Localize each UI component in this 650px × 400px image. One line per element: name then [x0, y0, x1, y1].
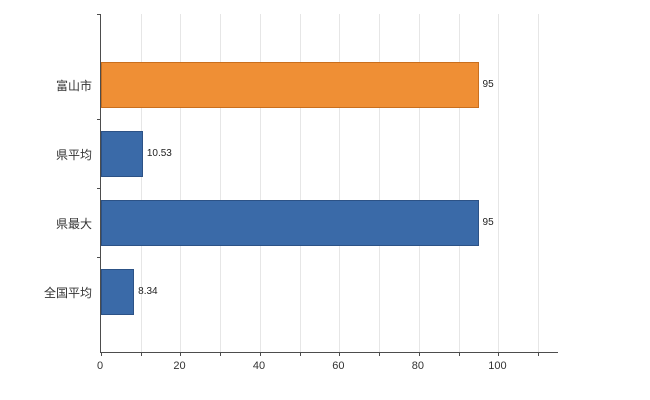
gridline	[180, 14, 182, 352]
x-axis-tick	[538, 352, 540, 356]
gridline	[379, 14, 381, 352]
category-label: 富山市	[55, 78, 92, 93]
y-axis-tick	[97, 257, 101, 258]
bar-3	[101, 199, 479, 246]
gridline	[339, 14, 341, 352]
value-label: 10.53	[146, 147, 172, 159]
bar-2	[101, 130, 143, 177]
x-axis-tick	[299, 352, 301, 356]
x-axis-tick	[458, 352, 460, 356]
y-axis-tick	[97, 119, 101, 120]
value-label: 8.34	[138, 285, 158, 297]
x-axis-tick-label: 80	[411, 360, 425, 372]
x-axis-tick-label: 0	[96, 360, 104, 372]
category-label: 県平均	[55, 147, 92, 162]
bar-4	[101, 268, 135, 315]
gridline	[498, 14, 500, 352]
x-axis-tick-label: 60	[332, 360, 345, 372]
category-label: 県最大	[55, 216, 92, 231]
x-axis-tick-label: 20	[173, 360, 186, 372]
gridline	[538, 14, 540, 352]
x-axis-tick	[101, 352, 102, 356]
value-label: 95	[482, 78, 494, 90]
value-label: 95	[482, 216, 494, 228]
x-axis-tick	[220, 352, 222, 356]
gridline	[418, 14, 420, 352]
x-axis-tick	[379, 352, 381, 356]
x-axis-tick	[259, 352, 261, 356]
gridline	[259, 14, 261, 352]
y-axis-tick	[97, 188, 101, 189]
plot-area: 95 10.53 95 8.34	[97, 14, 558, 356]
gridline	[458, 14, 460, 352]
x-axis-tick-label: 40	[252, 360, 266, 372]
gridline	[220, 14, 222, 352]
x-axis-tick	[339, 352, 341, 356]
gridline	[140, 14, 142, 352]
y-axis-tick	[97, 14, 101, 15]
gridline	[299, 14, 301, 352]
x-axis-tick	[498, 352, 500, 356]
x-axis-tick	[140, 352, 142, 356]
category-label: 全国平均	[43, 285, 92, 300]
x-axis-tick	[180, 352, 182, 356]
x-axis-tick	[418, 352, 420, 356]
bar-1	[101, 61, 479, 108]
x-axis-tick-label: 100	[488, 360, 507, 372]
